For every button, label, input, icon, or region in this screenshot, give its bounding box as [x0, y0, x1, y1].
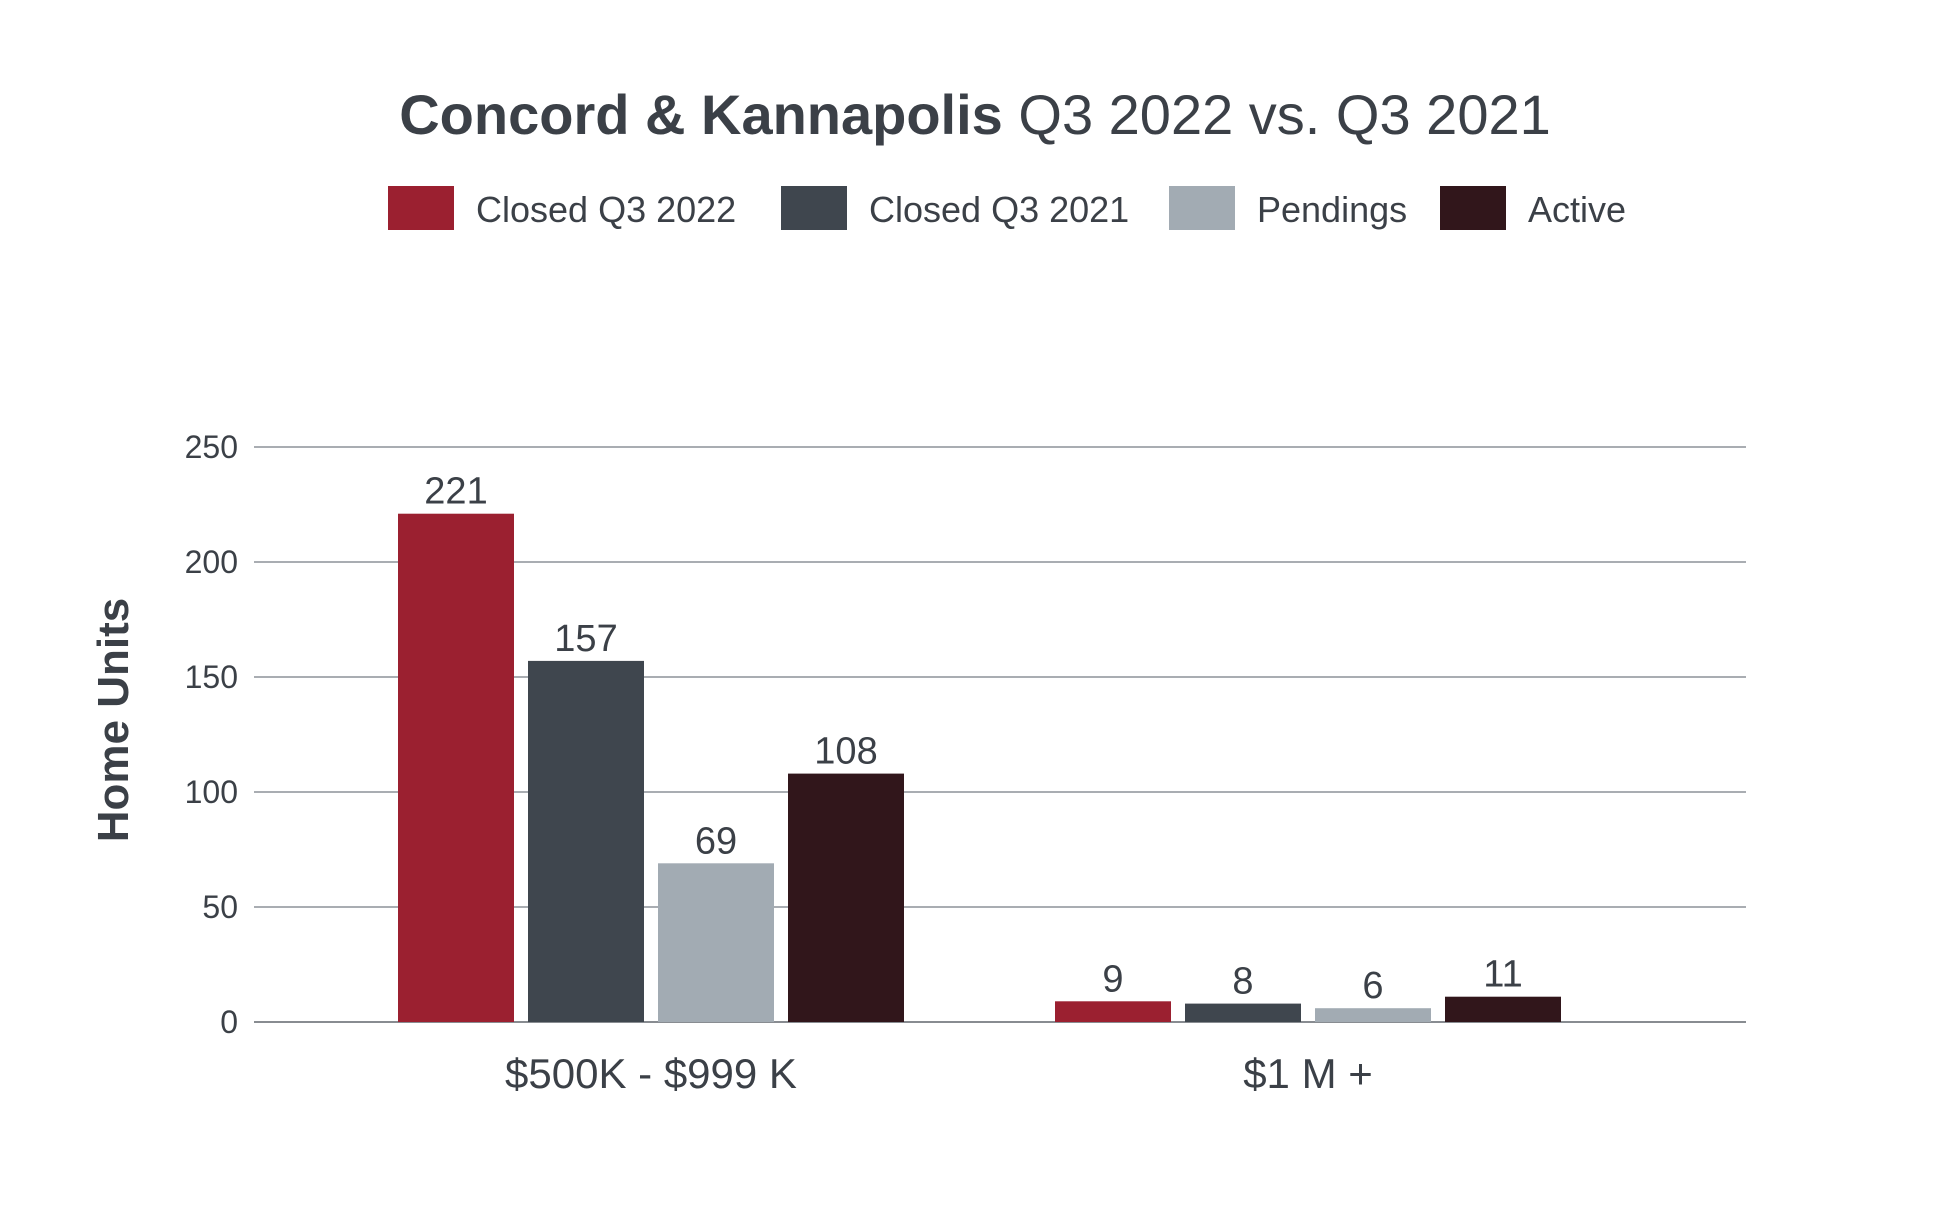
- bar: [1185, 1003, 1301, 1022]
- legend-label: Pendings: [1257, 189, 1407, 230]
- chart-title-bold: Concord & Kannapolis: [399, 83, 1003, 146]
- bar-value-label: 157: [554, 618, 617, 660]
- bar: [658, 863, 774, 1022]
- x-category-label: $500K - $999 K: [505, 1050, 797, 1097]
- bar-value-label: 6: [1362, 965, 1383, 1007]
- legend-swatch: [781, 186, 847, 230]
- bar-value-label: 9: [1102, 958, 1123, 1000]
- legend-swatch: [1440, 186, 1506, 230]
- legend-swatch: [388, 186, 454, 230]
- bar: [1315, 1008, 1431, 1022]
- chart-title: Concord & Kannapolis Q3 2022 vs. Q3 2021: [0, 82, 1950, 147]
- y-tick-label: 150: [185, 659, 238, 695]
- legend-label: Closed Q3 2022: [476, 189, 736, 230]
- y-tick-label: 50: [202, 889, 238, 925]
- bar-value-label: 11: [1483, 954, 1522, 996]
- bar: [528, 660, 644, 1022]
- bar: [788, 773, 904, 1022]
- y-axis-label: Home Units: [89, 598, 138, 842]
- chart-title-light: Q3 2022 vs. Q3 2021: [1018, 83, 1551, 146]
- x-axis-categories: $500K - $999 K $1 M +: [505, 1050, 1373, 1097]
- bar-value-label: 69: [695, 820, 737, 862]
- x-category-label: $1 M +: [1243, 1050, 1373, 1097]
- y-tick-label: 100: [185, 774, 238, 810]
- bar-value-label: 8: [1232, 961, 1253, 1003]
- legend-label: Closed Q3 2021: [869, 189, 1129, 230]
- bar: [1445, 996, 1561, 1022]
- y-tick-label: 0: [220, 1004, 238, 1040]
- y-axis-ticks: 0 50 100 150 200 250: [185, 429, 238, 1040]
- legend-swatch: [1169, 186, 1235, 230]
- bar: [398, 513, 514, 1022]
- bar-value-label: 108: [814, 731, 877, 773]
- bar: [1055, 1001, 1171, 1022]
- bars: 221 157 69 108 9 8 6 11: [398, 471, 1561, 1022]
- y-tick-label: 200: [185, 544, 238, 580]
- bar-value-label: 221: [424, 471, 487, 513]
- legend: Closed Q3 2022 Closed Q3 2021 Pendings Acti…: [388, 186, 1626, 230]
- legend-label: Active: [1528, 189, 1626, 230]
- y-tick-label: 250: [185, 429, 238, 465]
